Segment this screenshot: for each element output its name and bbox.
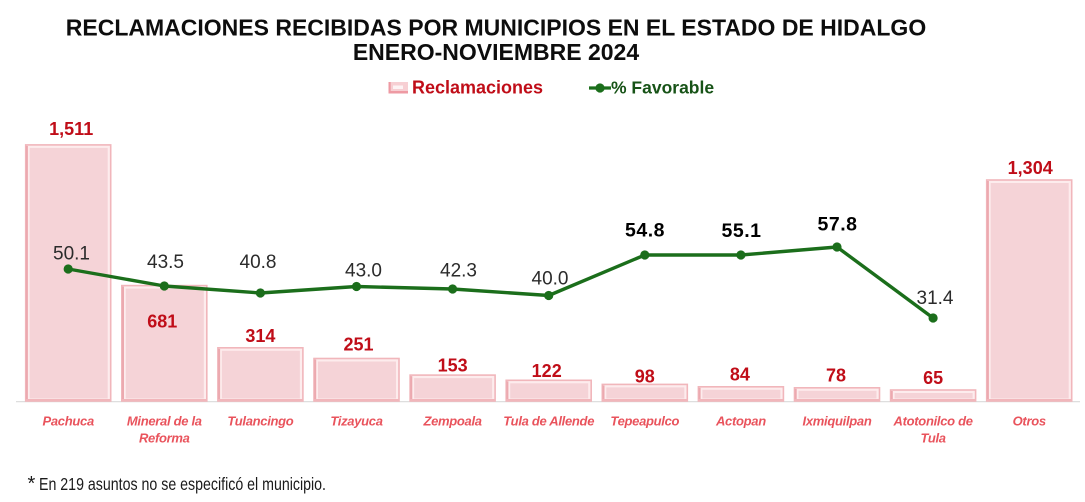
svg-text:43.5: 43.5 [147,252,184,273]
svg-text:En 219 asuntos no se especific: En 219 asuntos no se especificó el munic… [39,474,326,494]
svg-text:98: 98 [635,367,655,387]
svg-text:*: * [28,473,36,495]
svg-text:65: 65 [923,368,943,388]
svg-text:1,511: 1,511 [49,119,93,139]
svg-text:314: 314 [245,326,275,346]
svg-text:Pachuca: Pachuca [43,414,94,429]
svg-text:Atotonilco de: Atotonilco de [893,414,973,429]
svg-text:54.8: 54.8 [625,220,665,242]
svg-text:57.8: 57.8 [818,214,858,236]
svg-text:% Favorable: % Favorable [611,78,714,98]
svg-text:78: 78 [826,366,846,386]
svg-text:40.0: 40.0 [532,269,569,290]
svg-text:Actopan: Actopan [715,414,766,429]
svg-text:Reforma: Reforma [139,430,190,445]
svg-text:RECLAMACIONES RECIBIDAS POR MU: RECLAMACIONES RECIBIDAS POR MUNICIPIOS E… [66,15,926,41]
svg-text:153: 153 [438,356,468,376]
svg-text:ENERO-NOVIEMBRE 2024: ENERO-NOVIEMBRE 2024 [353,39,640,65]
svg-text:Mineral de la: Mineral de la [127,414,202,429]
svg-text:31.4: 31.4 [917,288,954,309]
svg-text:Reclamaciones: Reclamaciones [412,78,543,98]
svg-text:42.3: 42.3 [440,261,477,282]
svg-text:Zempoala: Zempoala [422,414,481,429]
svg-text:1,304: 1,304 [1008,158,1053,178]
svg-text:681: 681 [147,312,177,332]
svg-text:Tula de Allende: Tula de Allende [503,414,594,429]
svg-text:Tizayuca: Tizayuca [330,414,382,429]
svg-text:43.0: 43.0 [345,261,382,282]
svg-text:122: 122 [532,361,562,381]
svg-text:84: 84 [730,365,750,385]
svg-text:Otros: Otros [1013,414,1046,429]
svg-text:251: 251 [343,335,373,355]
svg-text:50.1: 50.1 [53,244,90,265]
svg-text:Tula: Tula [920,430,945,445]
svg-text:55.1: 55.1 [722,220,762,242]
svg-text:Tulancingo: Tulancingo [227,414,293,429]
svg-text:40.8: 40.8 [240,252,277,273]
svg-text:Tepeapulco: Tepeapulco [610,414,679,429]
svg-text:Ixmiquilpan: Ixmiquilpan [803,414,872,429]
